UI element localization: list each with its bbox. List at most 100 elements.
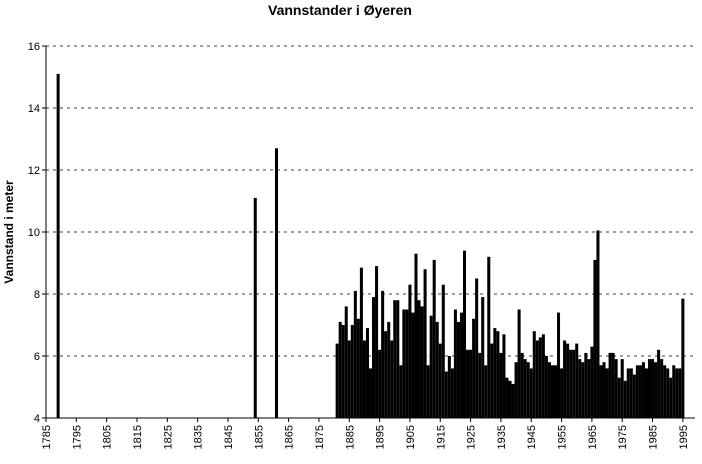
bar [635, 365, 639, 418]
bar [557, 312, 561, 418]
bar [532, 331, 536, 418]
bar [381, 290, 385, 418]
bar [505, 377, 509, 418]
bar [523, 359, 527, 418]
bar [399, 365, 403, 418]
bar [578, 359, 582, 418]
bar [511, 383, 515, 418]
x-tick-label: 1795 [71, 425, 83, 449]
bar [384, 331, 388, 418]
bar [393, 300, 397, 418]
bar [605, 368, 609, 418]
bar [356, 318, 360, 418]
y-tick-label: 14 [28, 103, 40, 115]
bar [550, 365, 554, 418]
y-tick-label: 6 [34, 351, 40, 363]
bar [402, 309, 406, 418]
x-tick-label: 1945 [526, 425, 538, 449]
bar [535, 340, 539, 418]
bar [350, 325, 354, 418]
bar [396, 300, 400, 418]
bar [423, 269, 427, 418]
bar [560, 368, 564, 418]
bar [253, 197, 257, 418]
bar [481, 297, 485, 418]
bar [420, 306, 424, 418]
bar [593, 259, 597, 418]
bar [432, 259, 436, 418]
bar [599, 365, 603, 418]
bar [426, 365, 430, 418]
y-tick-label: 12 [28, 165, 40, 177]
bar [675, 368, 679, 418]
bar [629, 368, 633, 418]
bar [56, 73, 60, 419]
bar [654, 362, 658, 418]
bar [347, 340, 351, 418]
bar [372, 297, 376, 418]
bar [587, 359, 591, 418]
bar [581, 362, 585, 418]
bar [499, 352, 503, 418]
bar [590, 346, 594, 418]
bar [496, 331, 500, 418]
bar [429, 315, 433, 418]
x-tick-label: 1805 [102, 425, 114, 449]
bar [660, 359, 664, 418]
bar [444, 371, 448, 418]
bar [387, 321, 391, 418]
bar [623, 380, 627, 418]
y-tick-label: 4 [34, 413, 40, 425]
x-tick-label: 1905 [405, 425, 417, 449]
bar [484, 365, 488, 418]
bar [644, 368, 648, 418]
bar [608, 352, 612, 418]
bar [517, 309, 521, 418]
bar [469, 349, 473, 418]
x-tick-label: 1925 [466, 425, 478, 449]
bar [408, 284, 412, 418]
bar [563, 340, 567, 418]
bar [453, 309, 457, 418]
bar [663, 365, 667, 418]
bar [678, 368, 682, 418]
bar [493, 328, 497, 418]
bar [375, 266, 379, 418]
bar [626, 368, 630, 418]
bar [378, 349, 382, 418]
bar [669, 377, 673, 418]
bar [335, 343, 339, 418]
bar [274, 148, 279, 419]
bar [475, 278, 479, 418]
bar [632, 374, 636, 418]
bar [472, 318, 476, 418]
x-tick-label: 1935 [496, 425, 508, 449]
bar [575, 343, 579, 418]
x-tick-label: 1895 [375, 425, 387, 449]
bar [359, 267, 363, 418]
bar [572, 349, 576, 418]
bar [462, 250, 467, 418]
bar [447, 356, 451, 418]
bar [614, 359, 618, 418]
bar [438, 343, 442, 418]
bar [544, 356, 548, 418]
bar [569, 349, 573, 418]
bar [672, 365, 676, 418]
bar [647, 359, 652, 418]
bar [520, 352, 524, 418]
x-tick-label: 1985 [648, 425, 660, 449]
bar [538, 337, 542, 418]
bar [441, 284, 445, 418]
bar [502, 334, 506, 418]
x-tick-label: 1885 [344, 425, 356, 449]
x-tick-label: 1965 [587, 425, 599, 449]
x-tick-label: 1835 [193, 425, 205, 449]
x-tick-label: 1865 [284, 425, 296, 449]
bar [526, 362, 530, 418]
x-tick-label: 1875 [314, 425, 326, 449]
bar [459, 312, 463, 418]
bar [547, 362, 551, 418]
x-tick-label: 1955 [557, 425, 569, 449]
x-tick-label: 1785 [41, 425, 53, 449]
